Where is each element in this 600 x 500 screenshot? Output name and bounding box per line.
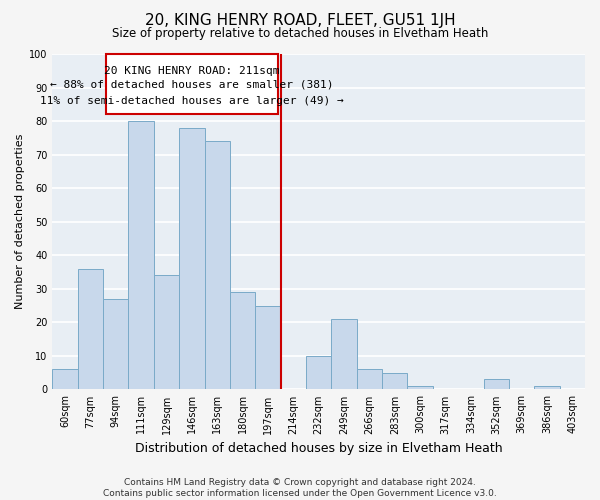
Bar (128, 121, 154, 390)
Bar (534, 386, 560, 390)
Bar (255, 306, 281, 390)
Bar (179, 128, 205, 390)
X-axis label: Distribution of detached houses by size in Elvetham Heath: Distribution of detached houses by size … (135, 442, 503, 455)
Bar (52, 370, 78, 390)
Bar (357, 370, 382, 390)
Bar (230, 292, 255, 390)
Y-axis label: Number of detached properties: Number of detached properties (15, 134, 25, 310)
Bar (407, 386, 433, 390)
Bar (154, 276, 179, 390)
Text: 11% of semi-detached houses are larger (49) →: 11% of semi-detached houses are larger (… (40, 96, 344, 106)
Bar (205, 141, 230, 390)
Text: 20 KING HENRY ROAD: 211sqm: 20 KING HENRY ROAD: 211sqm (104, 66, 280, 76)
Text: Size of property relative to detached houses in Elvetham Heath: Size of property relative to detached ho… (112, 28, 488, 40)
Bar (78, 268, 103, 390)
Bar (306, 356, 331, 390)
Text: ← 88% of detached houses are smaller (381): ← 88% of detached houses are smaller (38… (50, 79, 334, 89)
Bar (331, 319, 357, 390)
Text: Contains HM Land Registry data © Crown copyright and database right 2024.
Contai: Contains HM Land Registry data © Crown c… (103, 478, 497, 498)
Bar (103, 299, 128, 390)
Bar (484, 380, 509, 390)
Bar (106, 54, 278, 114)
Text: 20, KING HENRY ROAD, FLEET, GU51 1JH: 20, KING HENRY ROAD, FLEET, GU51 1JH (145, 12, 455, 28)
Bar (382, 372, 407, 390)
